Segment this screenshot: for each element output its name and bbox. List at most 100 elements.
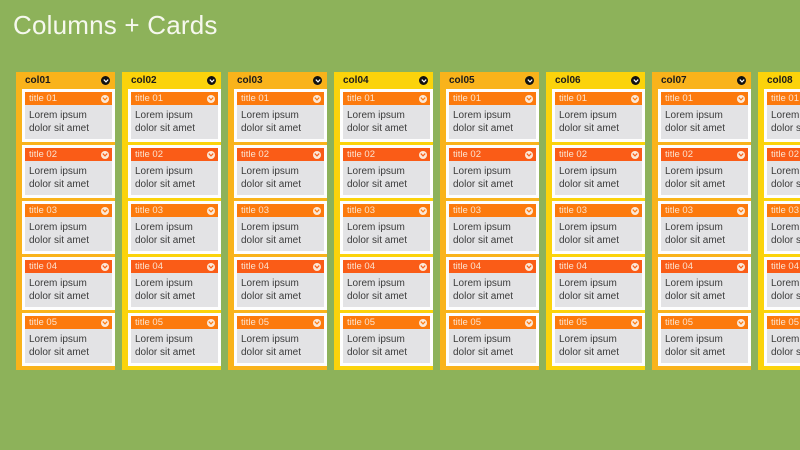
card[interactable]: title 05 Lorem ipsum dolor sit amet xyxy=(764,313,800,366)
chevron-down-icon[interactable] xyxy=(207,206,215,215)
chevron-down-icon[interactable] xyxy=(631,262,639,271)
card-title: title 04 xyxy=(453,261,481,272)
chevron-down-icon[interactable] xyxy=(101,206,109,215)
chevron-down-icon[interactable] xyxy=(525,150,533,159)
card-title: title 01 xyxy=(665,93,693,104)
card[interactable]: title 03 Lorem ipsum dolor sit amet xyxy=(552,201,645,254)
chevron-down-icon[interactable] xyxy=(101,150,109,159)
chevron-down-icon[interactable] xyxy=(313,150,321,159)
card-header: title 05 xyxy=(131,316,218,329)
card[interactable]: title 01 Lorem ipsum dolor sit amet xyxy=(552,89,645,142)
card-title: title 04 xyxy=(29,261,57,272)
card-title: title 02 xyxy=(771,149,799,160)
card[interactable]: title 02 Lorem ipsum dolor sit amet xyxy=(658,145,751,198)
card-body: Lorem ipsum dolor sit amet xyxy=(767,161,800,195)
chevron-down-icon[interactable] xyxy=(631,150,639,159)
card-header: title 02 xyxy=(343,148,430,161)
card[interactable]: title 03 Lorem ipsum dolor sit amet xyxy=(22,201,115,254)
card-title: title 02 xyxy=(559,149,587,160)
chevron-down-icon[interactable] xyxy=(419,262,427,271)
card[interactable]: title 03 Lorem ipsum dolor sit amet xyxy=(764,201,800,254)
chevron-down-icon[interactable] xyxy=(419,76,428,85)
chevron-down-icon[interactable] xyxy=(631,206,639,215)
chevron-down-icon[interactable] xyxy=(313,94,321,103)
card-title: title 05 xyxy=(29,317,57,328)
card[interactable]: title 03 Lorem ipsum dolor sit amet xyxy=(234,201,327,254)
chevron-down-icon[interactable] xyxy=(313,76,322,85)
chevron-down-icon[interactable] xyxy=(207,76,216,85)
card[interactable]: title 05 Lorem ipsum dolor sit amet xyxy=(234,313,327,366)
chevron-down-icon[interactable] xyxy=(737,206,745,215)
card-header: title 03 xyxy=(555,204,642,217)
card[interactable]: title 03 Lorem ipsum dolor sit amet xyxy=(446,201,539,254)
card[interactable]: title 04 Lorem ipsum dolor sit amet xyxy=(446,257,539,310)
chevron-down-icon[interactable] xyxy=(737,150,745,159)
card-body: Lorem ipsum dolor sit amet xyxy=(449,105,536,139)
card[interactable]: title 01 Lorem ipsum dolor sit amet xyxy=(658,89,751,142)
chevron-down-icon[interactable] xyxy=(101,94,109,103)
column-col08: col08 title 01 Lorem ipsum dolor sit ame… xyxy=(758,72,800,370)
chevron-down-icon[interactable] xyxy=(737,76,746,85)
chevron-down-icon[interactable] xyxy=(419,318,427,327)
chevron-down-icon[interactable] xyxy=(207,150,215,159)
chevron-down-icon[interactable] xyxy=(313,318,321,327)
column-col03: col03 title 01 Lorem ipsum dolor sit ame… xyxy=(228,72,327,370)
card[interactable]: title 02 Lorem ipsum dolor sit amet xyxy=(446,145,539,198)
chevron-down-icon[interactable] xyxy=(207,94,215,103)
card[interactable]: title 01 Lorem ipsum dolor sit amet xyxy=(128,89,221,142)
card[interactable]: title 04 Lorem ipsum dolor sit amet xyxy=(234,257,327,310)
chevron-down-icon[interactable] xyxy=(313,206,321,215)
card[interactable]: title 03 Lorem ipsum dolor sit amet xyxy=(658,201,751,254)
chevron-down-icon[interactable] xyxy=(631,318,639,327)
chevron-down-icon[interactable] xyxy=(419,206,427,215)
card[interactable]: title 04 Lorem ipsum dolor sit amet xyxy=(658,257,751,310)
chevron-down-icon[interactable] xyxy=(737,94,745,103)
chevron-down-icon[interactable] xyxy=(525,76,534,85)
card[interactable]: title 05 Lorem ipsum dolor sit amet xyxy=(552,313,645,366)
chevron-down-icon[interactable] xyxy=(101,76,110,85)
column-col01: col01 title 01 Lorem ipsum dolor sit ame… xyxy=(16,72,115,370)
card[interactable]: title 01 Lorem ipsum dolor sit amet xyxy=(234,89,327,142)
card[interactable]: title 04 Lorem ipsum dolor sit amet xyxy=(552,257,645,310)
card[interactable]: title 02 Lorem ipsum dolor sit amet xyxy=(552,145,645,198)
chevron-down-icon[interactable] xyxy=(525,262,533,271)
card[interactable]: title 05 Lorem ipsum dolor sit amet xyxy=(22,313,115,366)
chevron-down-icon[interactable] xyxy=(737,262,745,271)
chevron-down-icon[interactable] xyxy=(419,94,427,103)
chevron-down-icon[interactable] xyxy=(525,318,533,327)
chevron-down-icon[interactable] xyxy=(207,318,215,327)
card[interactable]: title 05 Lorem ipsum dolor sit amet xyxy=(658,313,751,366)
card[interactable]: title 01 Lorem ipsum dolor sit amet xyxy=(22,89,115,142)
card[interactable]: title 04 Lorem ipsum dolor sit amet xyxy=(22,257,115,310)
card[interactable]: title 01 Lorem ipsum dolor sit amet xyxy=(340,89,433,142)
card-title: title 02 xyxy=(453,149,481,160)
card[interactable]: title 05 Lorem ipsum dolor sit amet xyxy=(340,313,433,366)
card[interactable]: title 02 Lorem ipsum dolor sit amet xyxy=(340,145,433,198)
chevron-down-icon[interactable] xyxy=(525,206,533,215)
card[interactable]: title 03 Lorem ipsum dolor sit amet xyxy=(340,201,433,254)
card[interactable]: title 03 Lorem ipsum dolor sit amet xyxy=(128,201,221,254)
card[interactable]: title 02 Lorem ipsum dolor sit amet xyxy=(128,145,221,198)
chevron-down-icon[interactable] xyxy=(737,318,745,327)
card[interactable]: title 02 Lorem ipsum dolor sit amet xyxy=(234,145,327,198)
card-body: Lorem ipsum dolor sit amet xyxy=(25,329,112,363)
card[interactable]: title 04 Lorem ipsum dolor sit amet xyxy=(128,257,221,310)
card-title: title 03 xyxy=(665,205,693,216)
card[interactable]: title 05 Lorem ipsum dolor sit amet xyxy=(446,313,539,366)
card-title: title 03 xyxy=(135,205,163,216)
card[interactable]: title 02 Lorem ipsum dolor sit amet xyxy=(22,145,115,198)
chevron-down-icon[interactable] xyxy=(631,76,640,85)
card[interactable]: title 04 Lorem ipsum dolor sit amet xyxy=(764,257,800,310)
chevron-down-icon[interactable] xyxy=(419,150,427,159)
card[interactable]: title 05 Lorem ipsum dolor sit amet xyxy=(128,313,221,366)
chevron-down-icon[interactable] xyxy=(313,262,321,271)
card[interactable]: title 01 Lorem ipsum dolor sit amet xyxy=(446,89,539,142)
card[interactable]: title 02 Lorem ipsum dolor sit amet xyxy=(764,145,800,198)
chevron-down-icon[interactable] xyxy=(525,94,533,103)
chevron-down-icon[interactable] xyxy=(101,262,109,271)
chevron-down-icon[interactable] xyxy=(631,94,639,103)
card[interactable]: title 01 Lorem ipsum dolor sit amet xyxy=(764,89,800,142)
chevron-down-icon[interactable] xyxy=(207,262,215,271)
card[interactable]: title 04 Lorem ipsum dolor sit amet xyxy=(340,257,433,310)
chevron-down-icon[interactable] xyxy=(101,318,109,327)
